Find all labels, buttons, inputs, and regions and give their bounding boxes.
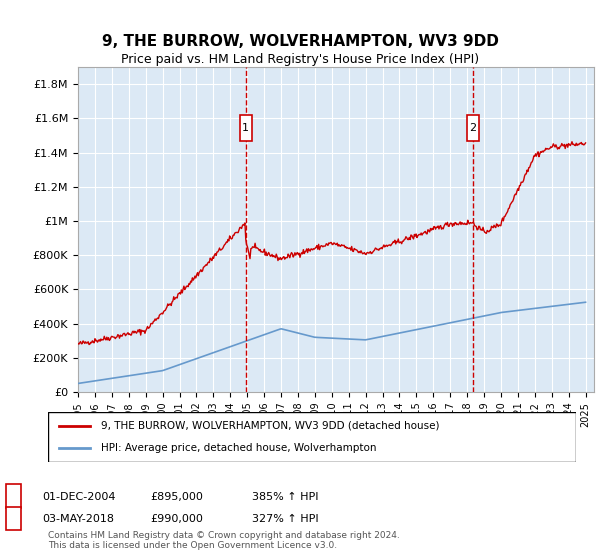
Text: 327% ↑ HPI: 327% ↑ HPI: [252, 514, 319, 524]
Text: 03-MAY-2018: 03-MAY-2018: [42, 514, 114, 524]
Text: 385% ↑ HPI: 385% ↑ HPI: [252, 492, 319, 502]
Text: 2: 2: [469, 123, 476, 133]
FancyBboxPatch shape: [240, 115, 251, 141]
Text: Price paid vs. HM Land Registry's House Price Index (HPI): Price paid vs. HM Land Registry's House …: [121, 53, 479, 66]
Text: HPI: Average price, detached house, Wolverhampton: HPI: Average price, detached house, Wolv…: [101, 443, 376, 453]
Text: 9, THE BURROW, WOLVERHAMPTON, WV3 9DD: 9, THE BURROW, WOLVERHAMPTON, WV3 9DD: [101, 34, 499, 49]
Text: Contains HM Land Registry data © Crown copyright and database right 2024.
This d: Contains HM Land Registry data © Crown c…: [48, 530, 400, 550]
Text: 1: 1: [242, 123, 249, 133]
Text: £895,000: £895,000: [150, 492, 203, 502]
Text: £990,000: £990,000: [150, 514, 203, 524]
Text: 1: 1: [10, 492, 17, 502]
FancyBboxPatch shape: [48, 412, 576, 462]
Text: 9, THE BURROW, WOLVERHAMPTON, WV3 9DD (detached house): 9, THE BURROW, WOLVERHAMPTON, WV3 9DD (d…: [101, 421, 439, 431]
Text: 01-DEC-2004: 01-DEC-2004: [42, 492, 115, 502]
Text: 2: 2: [10, 514, 17, 524]
FancyBboxPatch shape: [467, 115, 479, 141]
